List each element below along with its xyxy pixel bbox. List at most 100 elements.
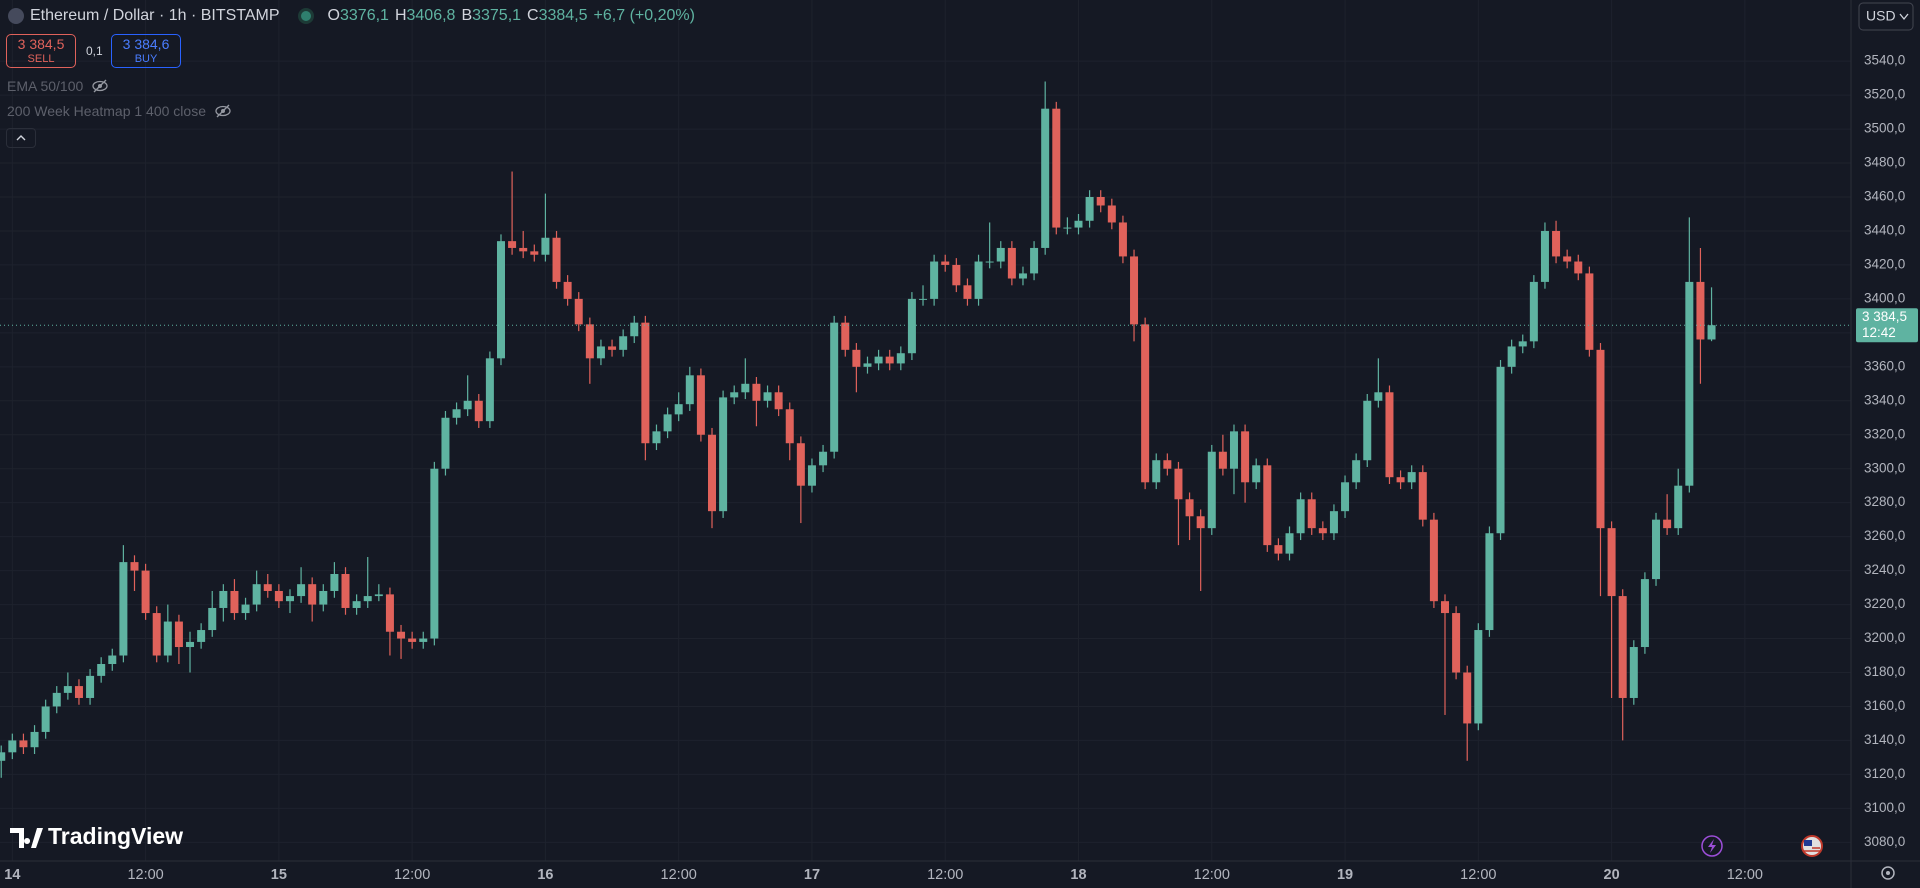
candle-body (230, 590, 239, 614)
candle-body (1452, 613, 1461, 673)
symbol-header: Ethereum / Dollar · 1h · BITSTAMP O3376,… (8, 4, 695, 28)
last-price-label: 3 384,5 (1862, 309, 1907, 324)
candle-body (252, 584, 261, 605)
candle-body (1085, 196, 1094, 221)
candle-body (1407, 472, 1416, 483)
candle-body (619, 336, 628, 350)
candle-body (1341, 482, 1350, 512)
candle-body (896, 353, 905, 364)
candle-body (885, 356, 894, 364)
y-tick-label: 3440,0 (1864, 223, 1905, 238)
candle-body (419, 638, 428, 642)
countdown-label: 12:42 (1862, 325, 1896, 340)
candle-body (519, 247, 528, 252)
candle-body (441, 417, 450, 469)
candle-body (774, 392, 783, 410)
candle-body (330, 574, 339, 591)
candle-body (1307, 499, 1316, 529)
candle-body (541, 237, 550, 255)
sell-button[interactable]: 3 384,5 SELL (6, 34, 76, 68)
candle-body (97, 664, 106, 676)
candle-body (1640, 579, 1649, 648)
candle-body (1474, 630, 1483, 724)
candle-body (186, 641, 195, 648)
candle-body (1363, 400, 1372, 461)
candle-body (1529, 281, 1538, 342)
candle-body (119, 562, 128, 656)
x-tick-label: 12:00 (1194, 867, 1230, 883)
candle-body (874, 356, 883, 364)
candle-body (1352, 460, 1361, 483)
candle-body (274, 590, 283, 602)
y-tick-label: 3400,0 (1864, 290, 1905, 305)
indicator-row[interactable]: EMA 50/100 (7, 78, 109, 94)
candle-body (708, 434, 717, 512)
x-tick-label: 14 (4, 867, 20, 883)
y-tick-label: 3340,0 (1864, 392, 1905, 407)
candle-body (1107, 205, 1116, 223)
candle-body (863, 363, 872, 367)
candle-body (1274, 545, 1283, 554)
candle-body (1296, 499, 1305, 534)
candle-body (341, 574, 350, 608)
symbol-title[interactable]: Ethereum / Dollar · 1h · BITSTAMP (30, 7, 280, 24)
candle-body (430, 468, 439, 639)
y-tick-label: 3180,0 (1864, 664, 1905, 679)
candle-body (1507, 346, 1516, 367)
y-tick-label: 3480,0 (1864, 155, 1905, 170)
candle-body (1429, 519, 1438, 602)
candle-body (1607, 528, 1616, 597)
x-tick-label: 12:00 (127, 867, 163, 883)
collapse-button[interactable] (6, 128, 36, 148)
candle-body (696, 375, 705, 435)
currency: USD (1866, 8, 1896, 24)
x-tick-label: 12:00 (927, 867, 963, 883)
ohlc-key: B (461, 7, 473, 24)
candle-body (30, 731, 39, 748)
hidden-eye-icon[interactable] (214, 104, 232, 118)
event-icons (1701, 835, 1895, 880)
indicator-row[interactable]: 200 Week Heatmap 1 400 close (7, 103, 232, 119)
price-change: +6,7 (+0,20%) (593, 7, 695, 24)
y-tick-label: 3320,0 (1864, 426, 1905, 441)
settings-icon[interactable] (1881, 866, 1895, 880)
candle-body (1329, 511, 1338, 534)
buy-button[interactable]: 3 384,6 BUY (111, 34, 181, 68)
sell-label: SELL (27, 53, 55, 65)
y-tick-label: 3360,0 (1864, 358, 1905, 373)
candle-body (1263, 465, 1272, 546)
currency-button[interactable]: USD (1858, 2, 1914, 31)
candle-body (197, 630, 206, 642)
candle-body (1163, 460, 1172, 469)
candle-body (1685, 281, 1694, 486)
candle-body (952, 264, 961, 286)
candle-body (1096, 196, 1105, 206)
candle-body (919, 298, 928, 300)
candle-body (485, 358, 494, 422)
hidden-eye-icon[interactable] (91, 79, 109, 93)
candle-body (674, 404, 683, 415)
candle-body (1152, 460, 1161, 483)
candle-body (1707, 325, 1716, 340)
candle-body (1218, 451, 1227, 469)
candle-body (1652, 519, 1661, 580)
y-tick-label: 3240,0 (1864, 562, 1905, 577)
y-tick-label: 3140,0 (1864, 732, 1905, 747)
candle-body (408, 638, 417, 642)
candle-body (608, 346, 617, 350)
logo[interactable]: TradingView (10, 823, 183, 849)
y-tick-label: 3520,0 (1864, 87, 1905, 102)
candle-body (1030, 247, 1039, 274)
candle-body (652, 431, 661, 444)
candle-body (297, 584, 306, 597)
market-status (297, 8, 314, 24)
ohlc-key: C (527, 7, 539, 24)
lightning-icon[interactable] (1701, 835, 1723, 857)
candle-body (1574, 261, 1583, 274)
candle-body (530, 251, 539, 255)
ohlc-values: O3376,1 H3406,8 B3375,1 C3384,5 (322, 7, 588, 25)
y-tick-label: 3420,0 (1864, 256, 1905, 271)
candle-body (8, 740, 17, 753)
candle-body (819, 451, 828, 466)
